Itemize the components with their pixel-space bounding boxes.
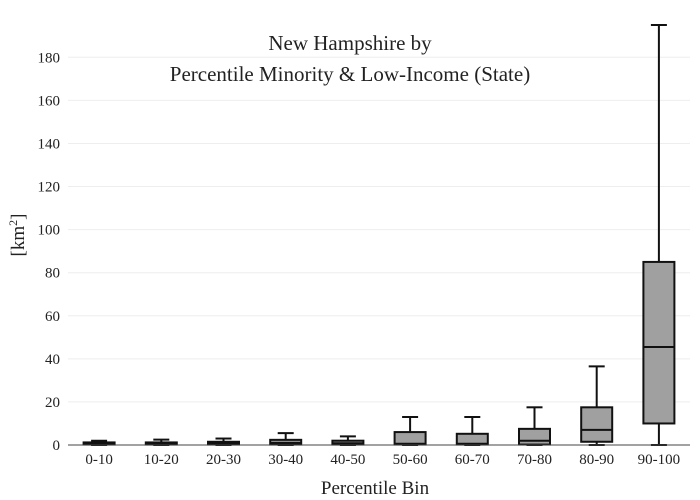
y-axis-label-superscript: 2 (6, 220, 20, 226)
box-80-90 (580, 365, 614, 446)
y-axis-label-close: ] (8, 214, 29, 220)
x-tick-label: 80-90 (579, 452, 614, 468)
x-tick-labels: 0-10 10-20 20-30 30-40 40-50 50-60 60-70 70-80 8… (85, 452, 680, 468)
y-tick-label: 180 (38, 50, 61, 66)
x-tick-label: 60-70 (455, 452, 490, 468)
box-30-40 (269, 432, 303, 446)
x-tick-label: 0-10 (85, 452, 113, 468)
y-axis-label-main: [km (8, 226, 29, 257)
box-0-10 (82, 439, 116, 446)
x-tick-label: 40-50 (330, 452, 365, 468)
y-tick-label: 20 (45, 395, 60, 411)
y-tick-label: 120 (38, 180, 61, 196)
boxes (82, 24, 676, 446)
box-70-80 (518, 406, 551, 446)
x-tick-label: 70-80 (517, 452, 552, 468)
box-90-100 (642, 24, 676, 446)
iqr-box (518, 427, 551, 446)
y-tick-labels: 0 20 40 60 80 100 120 140 160 180 (38, 50, 61, 454)
x-axis-label: Percentile Bin (321, 478, 430, 499)
iqr-box (580, 406, 614, 443)
grid-lines (68, 56, 690, 403)
x-tick-label: 10-20 (144, 452, 179, 468)
box-50-60 (393, 416, 427, 446)
y-tick-label: 80 (45, 266, 60, 282)
iqr-box (393, 431, 427, 446)
x-tick-label: 50-60 (393, 452, 428, 468)
y-tick-label: 40 (45, 352, 60, 368)
y-tick-label: 0 (53, 438, 61, 454)
y-tick-label: 60 (45, 309, 60, 325)
y-tick-label: 100 (38, 223, 61, 239)
y-tick-label: 140 (38, 136, 61, 152)
box-60-70 (455, 416, 489, 446)
y-axis-label: [km2] (6, 214, 29, 257)
chart-title-line-1: New Hampshire by (268, 31, 432, 55)
x-tick-label: 30-40 (268, 452, 303, 468)
x-tick-label: 90-100 (638, 452, 681, 468)
x-tick-label: 20-30 (206, 452, 241, 468)
box-20-30 (207, 437, 240, 446)
box-40-50 (331, 435, 365, 446)
iqr-box (642, 260, 676, 425)
chart-title-line-2: Percentile Minority & Low-Income (State) (170, 62, 530, 86)
y-tick-label: 160 (38, 93, 61, 109)
box-10-20 (144, 438, 178, 446)
